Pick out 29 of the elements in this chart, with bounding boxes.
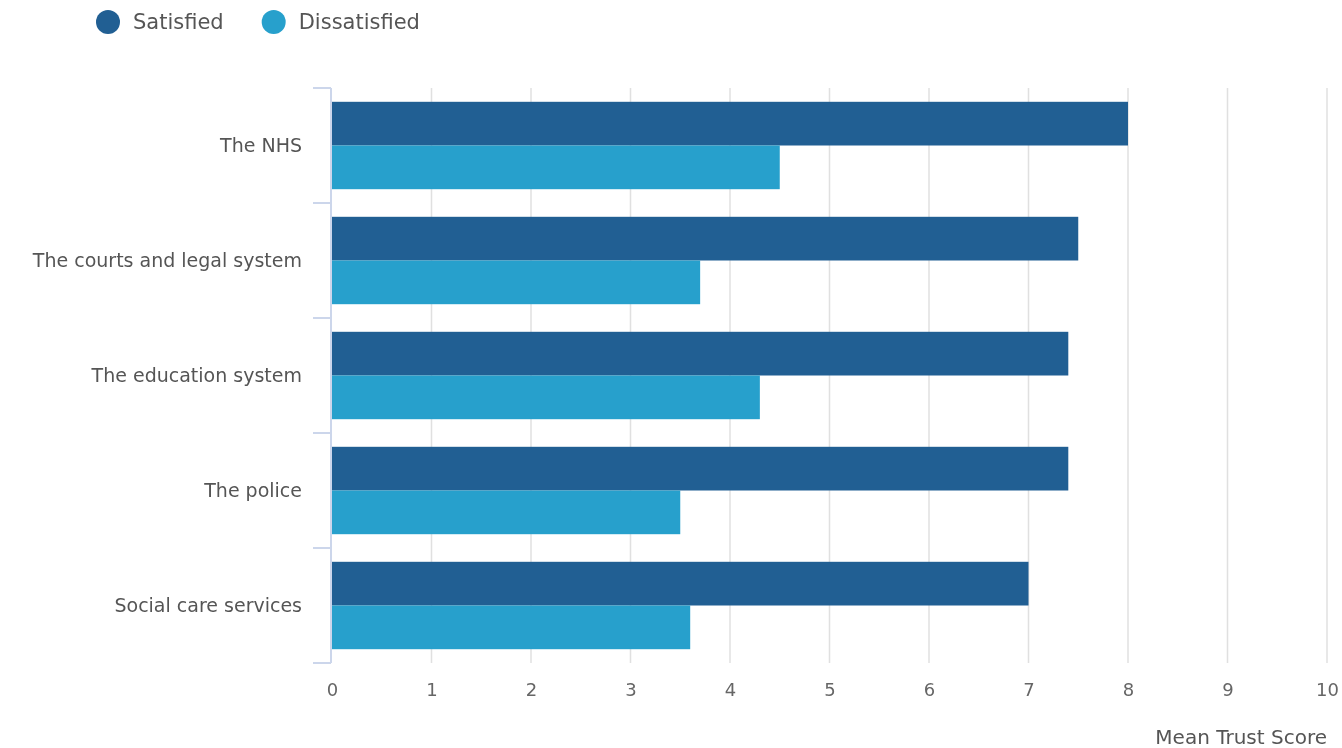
x-tick-label: 2 (525, 678, 538, 700)
y-tick-label: The education system (90, 364, 302, 387)
x-tick-label: 1 (426, 678, 438, 700)
bar (332, 605, 691, 650)
x-tick-label: 10 (1316, 678, 1339, 700)
x-tick-label: 5 (824, 678, 836, 700)
y-tick-label: The courts and legal system (31, 249, 302, 272)
x-tick-label: 7 (1023, 678, 1035, 700)
x-tick-label: 0 (326, 678, 339, 700)
bar (332, 145, 780, 190)
x-tick-label: 8 (1122, 678, 1135, 700)
bar (332, 216, 1079, 261)
bar (332, 446, 1069, 491)
x-tick-label: 6 (923, 678, 936, 700)
y-tick-label: Social care services (114, 594, 302, 617)
x-tick-label: 9 (1222, 678, 1234, 700)
y-tick-label: The NHS (219, 134, 302, 157)
legend-label: Dissatisfied (298, 10, 420, 35)
bar (332, 260, 701, 305)
bar (332, 490, 681, 535)
legend-label: Satisfied (133, 10, 224, 35)
x-axis-title: Mean Trust Score (1155, 725, 1327, 748)
bar (332, 375, 760, 420)
y-tick-label: The police (203, 479, 302, 502)
bar (332, 561, 1029, 606)
bar (332, 101, 1128, 146)
x-tick-label: 4 (724, 678, 737, 700)
x-tick-label: 3 (625, 678, 637, 700)
bar (332, 331, 1069, 376)
